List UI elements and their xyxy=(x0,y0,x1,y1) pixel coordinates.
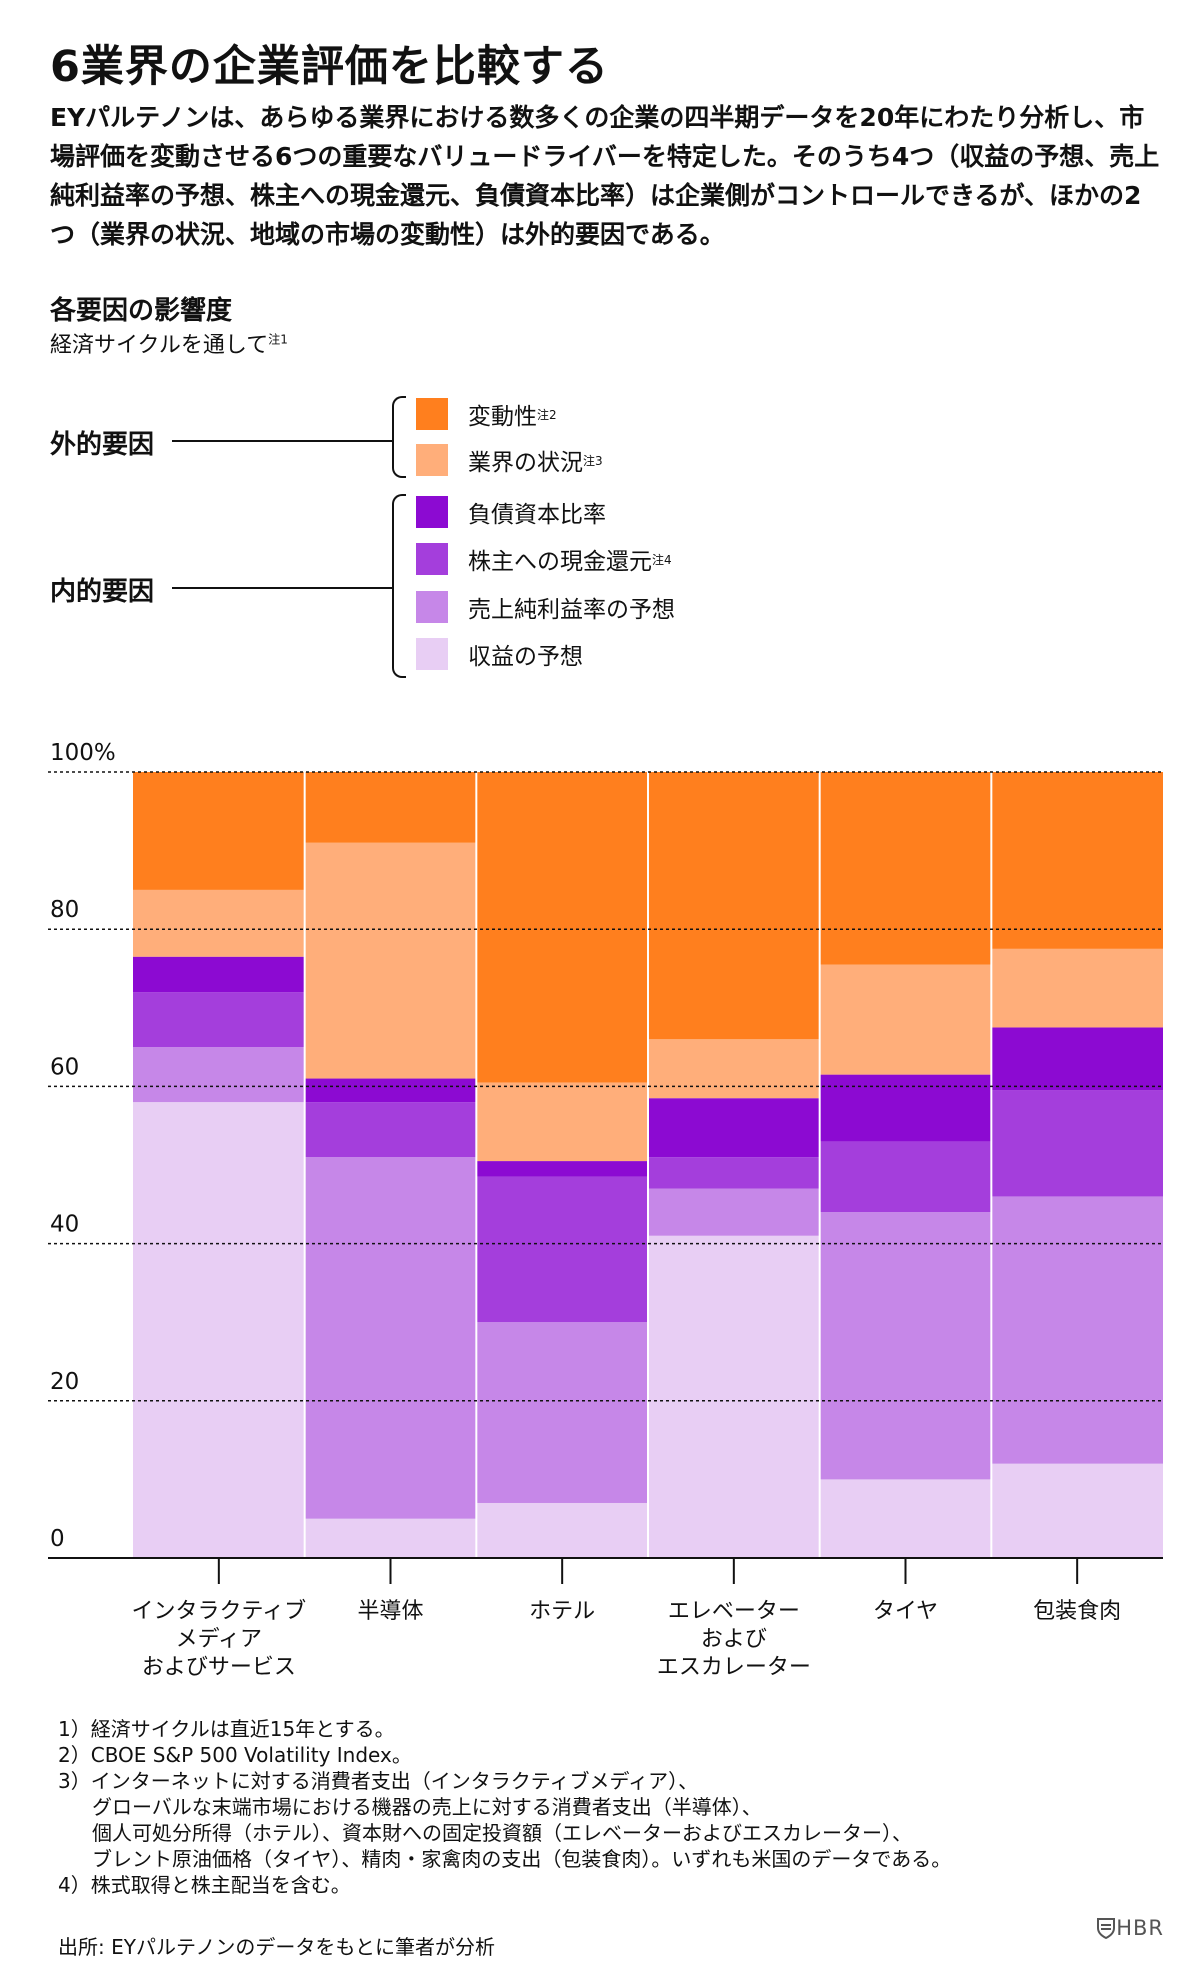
x-tick-label: メディア xyxy=(176,1627,262,1652)
footnotes: 1）経済サイクルは直近15年とする。 2）CBOE S&P 500 Volati… xyxy=(58,1716,951,1898)
bar-segment xyxy=(133,772,305,890)
legend-label: 株主への現金還元 xyxy=(468,549,652,575)
bar-segment xyxy=(476,1161,648,1177)
bar-segment xyxy=(133,992,305,1048)
hbr-shield-icon xyxy=(1097,1918,1116,1939)
bar-segment xyxy=(304,772,477,843)
section-subtitle-text: 経済サイクルを通して xyxy=(50,333,269,358)
footnote-4: 4）株式取得と株主配当を含む。 xyxy=(58,1873,351,1897)
x-tick-label: エスカレーター xyxy=(657,1655,811,1680)
section-subtitle: 経済サイクルを通して注1 xyxy=(50,327,288,359)
bar-segment xyxy=(304,1518,477,1558)
hbr-logo-text: HBR xyxy=(1116,1916,1164,1940)
intro-text: EYパルテノンは、あらゆる業界における数多くの企業の四半期データを20年にわたり… xyxy=(50,103,1160,249)
footnote-3-cont: ブレント原油価格（タイヤ）、精肉・家禽肉の支出（包装食肉）。いずれも米国のデータ… xyxy=(92,1847,952,1871)
source-text: 出所: EYパルテノンのデータをもとに筆者が分析 xyxy=(58,1935,495,1959)
footnote-2: 2）CBOE S&P 500 Volatility Index。 xyxy=(58,1743,412,1767)
external-factors-label: 外的要因 xyxy=(50,430,155,460)
legend-note: 注3 xyxy=(583,453,603,468)
legend-swatch xyxy=(416,496,448,528)
bar-segment xyxy=(991,1090,1163,1197)
footnote-3: 3）インターネットに対する消費者支出（インタラクティブメディア）、 xyxy=(58,1769,699,1793)
legend-swatch xyxy=(416,638,448,670)
bar-segment xyxy=(819,1074,992,1142)
internal-factors-label: 内的要因 xyxy=(50,577,155,607)
y-tick-label: 20 xyxy=(50,1369,79,1395)
x-tick-label: インタラクティブ xyxy=(131,1599,306,1624)
bar-segment xyxy=(819,964,992,1075)
legend-item-industry: 業界の状況 注3 xyxy=(416,444,603,476)
legend-label: 負債資本比率 xyxy=(468,502,606,528)
x-tick-label: ホテル xyxy=(529,1599,595,1624)
y-tick-label: 40 xyxy=(50,1212,79,1238)
x-tick-label: 包装食肉 xyxy=(1033,1599,1121,1624)
bar-segment xyxy=(819,1479,992,1558)
legend-swatch xyxy=(416,543,448,575)
legend-note: 注4 xyxy=(652,552,672,567)
bar-segment xyxy=(991,1196,1163,1464)
bar-segment xyxy=(648,1157,820,1189)
bar-segment xyxy=(476,772,648,1083)
legend-item-revenue-forecast: 収益の予想 xyxy=(416,638,583,670)
legend-swatch xyxy=(416,444,448,476)
bar-segment xyxy=(304,1078,477,1103)
bar-segment xyxy=(648,1098,820,1158)
bar-segment xyxy=(133,956,305,993)
x-tick-label: 半導体 xyxy=(357,1599,423,1624)
bar-segment xyxy=(991,772,1163,949)
bar-segment xyxy=(133,1102,305,1558)
bar-segment xyxy=(304,1102,477,1158)
x-tick-label: タイヤ xyxy=(873,1599,938,1624)
footnote-3-cont: 個人可処分所得（ホテル）、資本財への固定投資額（エレベーターおよびエスカレーター… xyxy=(92,1821,912,1845)
legend-label: 収益の予想 xyxy=(468,644,583,670)
legend-item-volatility: 変動性 注2 xyxy=(416,398,557,430)
y-tick-label: 60 xyxy=(50,1054,79,1080)
bar-segment xyxy=(991,1027,1163,1091)
bar-segment xyxy=(648,1188,820,1236)
legend-label: 業界の状況 xyxy=(468,450,583,476)
bar-segment xyxy=(476,1176,648,1323)
bar-segment xyxy=(648,1235,820,1558)
legend-item-debt-equity: 負債資本比率 xyxy=(416,496,606,528)
y-tick-label: 80 xyxy=(50,897,79,923)
x-tick-label: および xyxy=(701,1627,767,1652)
bar-segment xyxy=(133,1047,305,1103)
legend-label: 変動性 xyxy=(468,404,537,430)
legend-swatch xyxy=(416,591,448,623)
section-subtitle-note: 注1 xyxy=(268,332,288,347)
bar-segment xyxy=(476,1502,648,1558)
bar-segment xyxy=(819,772,992,965)
legend-note: 注2 xyxy=(537,407,557,422)
bar-segment xyxy=(648,1039,820,1099)
y-tick-label: 0 xyxy=(50,1526,65,1552)
bar-segment xyxy=(304,1157,477,1519)
bar-segment xyxy=(991,948,1163,1028)
bar-segment xyxy=(304,842,477,1079)
bar-segment xyxy=(819,1141,992,1213)
x-tick-label: およびサービス xyxy=(142,1655,296,1680)
footnote-1: 1）経済サイクルは直近15年とする。 xyxy=(58,1717,395,1741)
hbr-logo: HBR xyxy=(1096,1916,1164,1940)
bar-segment xyxy=(476,1322,648,1503)
bar-segment xyxy=(476,1082,648,1162)
page-title: 6業界の企業評価を比較する xyxy=(50,42,609,92)
legend-swatch xyxy=(416,398,448,430)
legend-item-cash-return: 株主への現金還元 注4 xyxy=(416,543,672,575)
x-tick-label: エレベーター xyxy=(668,1599,800,1624)
bar-segment xyxy=(819,1212,992,1480)
bar-segment xyxy=(648,772,820,1040)
y-tick-label: 100% xyxy=(50,740,116,766)
external-connector-line xyxy=(172,440,392,442)
legend-item-margin-forecast: 売上純利益率の予想 xyxy=(416,591,675,623)
external-brace xyxy=(392,396,406,478)
internal-brace xyxy=(392,494,406,678)
footnote-3-cont: グローバルな末端市場における機器の売上に対する消費者支出（半導体）、 xyxy=(92,1795,762,1819)
legend-label: 売上純利益率の予想 xyxy=(468,597,675,623)
bar-segment xyxy=(991,1463,1163,1558)
section-title: 各要因の影響度 xyxy=(50,296,233,326)
internal-connector-line xyxy=(172,587,392,589)
bar-segment xyxy=(133,889,305,957)
